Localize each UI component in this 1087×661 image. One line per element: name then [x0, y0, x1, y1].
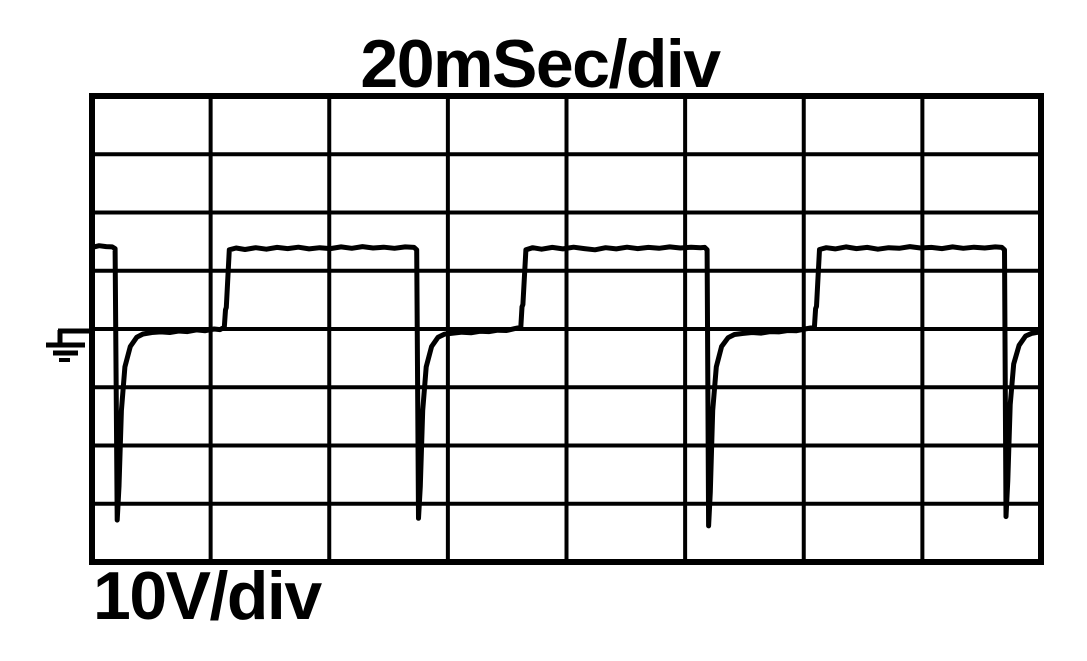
timebase-label: 20mSec/div: [360, 26, 721, 102]
volts-per-div-label: 10V/div: [93, 558, 322, 634]
graticule-grid: [89, 93, 1044, 565]
waveform-trace: [89, 243, 1044, 529]
ground-reference-icon: [46, 328, 95, 362]
